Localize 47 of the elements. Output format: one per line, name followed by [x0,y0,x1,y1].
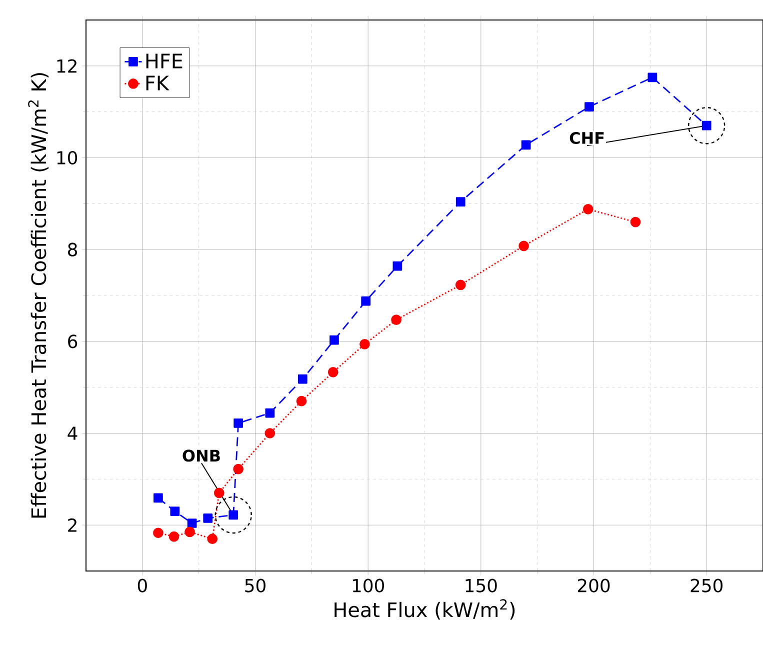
y-tick-label: 4 [68,426,78,440]
point [234,418,244,428]
point [170,506,180,516]
x-tick-label: 250 [690,578,723,592]
y-tick-label: 8 [68,242,78,256]
point [203,514,213,523]
point [361,296,371,306]
point [584,102,594,112]
point [456,197,466,207]
y-tick-label: 10 [57,150,78,165]
point [328,366,338,378]
point [214,488,224,498]
point [207,534,218,544]
point [184,526,195,538]
point [265,408,275,418]
y-tick-label: 12 [57,59,76,73]
point [391,314,402,326]
x-axis-title: Heat Flux (kW/m$^{2}$) [334,599,515,620]
y-axis-title: Effective Heat Transfer Coefficient (kW/m$^{2}$ K) [28,73,49,518]
point [518,240,529,252]
point [630,216,641,228]
point [233,464,244,474]
legend-label: FK [146,76,170,90]
x-tick-label: 0 [138,578,147,592]
annotation: CHF [570,132,604,144]
point [298,374,308,384]
x-tick-label: 150 [466,578,497,592]
point [168,531,180,542]
point [154,493,163,503]
point [455,280,466,290]
x-tick-label: 200 [578,578,610,592]
point [648,72,658,82]
point [330,335,339,345]
point [521,140,531,150]
y-tick-label: 6 [68,334,78,348]
point [296,396,307,406]
point [187,518,197,528]
point [264,428,276,438]
point [582,204,594,214]
point [392,261,402,271]
point [153,528,164,538]
annotation: ONB [182,450,220,462]
point [360,338,370,350]
x-tick-label: 100 [352,578,384,592]
legend-label: HFE [146,54,182,68]
x-tick-label: 50 [245,578,266,592]
y-tick-label: 2 [68,518,76,532]
